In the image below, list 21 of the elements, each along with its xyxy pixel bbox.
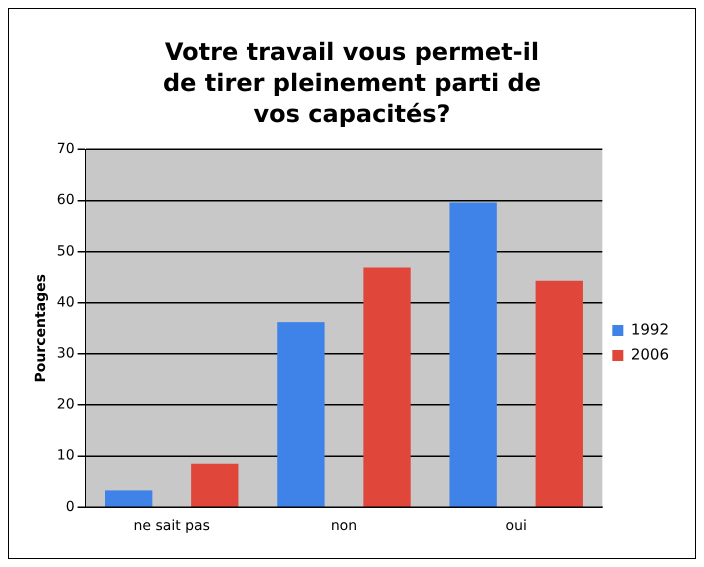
bar xyxy=(104,490,152,506)
y-tick-label: 60 xyxy=(56,192,75,208)
y-tick-label: 20 xyxy=(56,396,75,413)
legend-label: 2006 xyxy=(630,345,670,364)
y-tick-label: 10 xyxy=(56,448,75,464)
legend-label: 1992 xyxy=(630,320,670,338)
x-tick-label: non xyxy=(330,518,358,534)
x-tick-label: ne sait pas xyxy=(134,518,210,534)
y-tick-label: 70 xyxy=(56,141,75,158)
bar xyxy=(536,280,583,506)
y-tick-label: 50 xyxy=(56,243,75,260)
bar xyxy=(363,267,411,506)
y-tick-label: 0 xyxy=(66,498,75,515)
bar xyxy=(449,202,497,506)
x-tick-label: oui xyxy=(506,518,527,534)
bar xyxy=(277,322,325,506)
chart-title: Votre travail vous permet-il de tirer pleinement parti de vos capacités? xyxy=(162,37,542,130)
y-tick-label: 30 xyxy=(56,346,75,362)
y-axis-title: Pourcentages xyxy=(33,274,50,383)
y-tick-label: 40 xyxy=(56,294,75,310)
bar xyxy=(191,464,238,506)
